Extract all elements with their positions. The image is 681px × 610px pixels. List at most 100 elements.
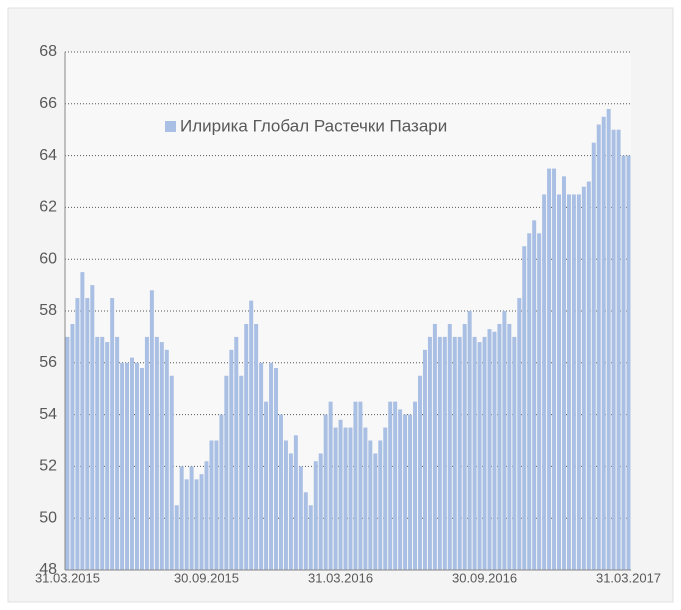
bar <box>293 435 298 570</box>
bar <box>164 349 169 570</box>
bar <box>264 401 269 570</box>
bar <box>447 323 452 570</box>
y-tick-label: 60 <box>39 250 57 267</box>
bar <box>298 466 303 570</box>
legend-swatch <box>165 121 176 132</box>
bar <box>432 323 437 570</box>
bar <box>462 323 467 570</box>
bar <box>110 298 115 570</box>
bar <box>214 440 219 570</box>
bar <box>169 375 174 570</box>
y-tick-label: 58 <box>39 302 57 319</box>
bar <box>442 336 447 570</box>
bar <box>343 427 348 570</box>
x-tick-label: 31.03.2016 <box>308 570 373 585</box>
bar <box>601 116 606 570</box>
y-tick-label: 48 <box>39 561 57 578</box>
bar <box>303 492 308 570</box>
bar <box>363 427 368 570</box>
bar <box>239 375 244 570</box>
bar <box>224 375 229 570</box>
x-tick-label: 30.09.2016 <box>452 570 517 585</box>
bar <box>403 414 408 570</box>
bar <box>527 233 532 571</box>
x-tick-label: 30.09.2015 <box>174 570 239 585</box>
bar <box>184 479 189 570</box>
bar <box>398 409 403 570</box>
bar <box>492 331 497 570</box>
bar <box>596 124 601 571</box>
bar <box>318 453 323 570</box>
bar <box>408 414 413 570</box>
bar <box>427 336 432 570</box>
bar <box>537 233 542 571</box>
y-tick-label: 68 <box>39 43 57 60</box>
bar <box>507 323 512 570</box>
bar <box>606 108 611 570</box>
bar <box>323 414 328 570</box>
bar <box>413 401 418 570</box>
bar <box>517 298 522 570</box>
bar <box>199 474 204 570</box>
x-tick-label: 31.03.2017 <box>596 570 661 585</box>
bar <box>139 367 144 570</box>
bar <box>333 427 338 570</box>
y-tick-label: 54 <box>39 406 57 423</box>
bar <box>542 194 547 570</box>
bar <box>159 342 164 570</box>
bar <box>532 220 537 570</box>
bar <box>115 336 120 570</box>
y-tick-label: 50 <box>39 509 57 526</box>
bar <box>179 466 184 570</box>
bar <box>576 194 581 570</box>
bar <box>130 357 135 570</box>
bar <box>328 401 333 570</box>
bar <box>353 401 358 570</box>
bar <box>512 336 517 570</box>
bar <box>626 155 631 570</box>
bar <box>219 414 224 570</box>
bar <box>418 375 422 570</box>
bar <box>105 342 110 570</box>
bar <box>249 300 254 570</box>
bar <box>90 285 95 570</box>
bar <box>522 246 527 570</box>
bar <box>393 401 398 570</box>
bar <box>149 290 154 570</box>
bar <box>154 336 159 570</box>
bar <box>338 419 343 570</box>
bar <box>313 461 318 570</box>
bar <box>566 194 571 570</box>
bar <box>383 427 388 570</box>
x-tick-label: 31.03.2015 <box>35 570 100 585</box>
legend-label: Илирика Глобал Растечки Пазари <box>180 116 447 135</box>
bar <box>552 168 557 571</box>
y-tick-label: 66 <box>39 95 57 112</box>
bar <box>259 362 264 570</box>
bar <box>244 323 249 570</box>
bar <box>209 440 214 570</box>
bar <box>452 336 457 570</box>
bar <box>125 362 130 570</box>
bar <box>144 336 149 570</box>
bar <box>274 367 278 570</box>
bar <box>254 323 259 570</box>
bar <box>591 142 596 570</box>
bar <box>388 401 393 570</box>
bar <box>457 336 462 570</box>
bar <box>80 272 85 570</box>
bar <box>437 336 442 570</box>
y-tick-label: 62 <box>39 199 57 216</box>
bar <box>269 362 274 570</box>
bar <box>368 440 373 570</box>
bar <box>95 336 100 570</box>
bar <box>358 401 363 570</box>
bar <box>502 311 507 570</box>
bar <box>174 505 179 570</box>
bar <box>482 336 487 570</box>
bar <box>557 194 561 570</box>
bar <box>467 311 472 570</box>
y-tick-label: 64 <box>39 147 57 164</box>
bar <box>234 336 239 570</box>
